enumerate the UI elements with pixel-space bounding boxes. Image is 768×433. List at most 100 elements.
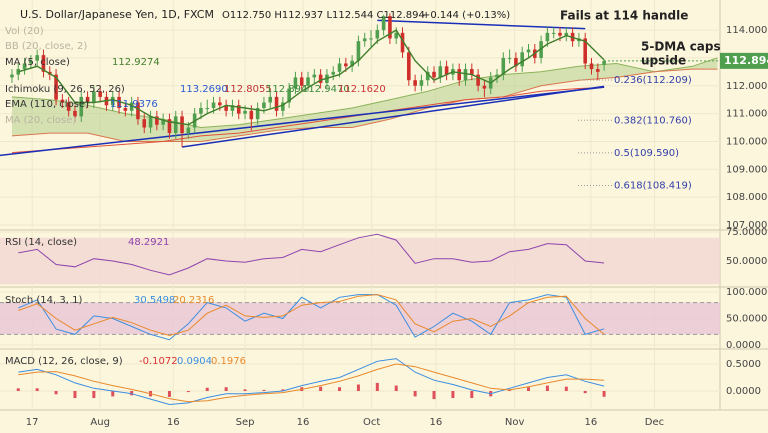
candle-body — [117, 96, 121, 109]
candle-body — [457, 69, 462, 81]
candle-body — [243, 110, 247, 114]
candle-body — [199, 108, 203, 114]
macd-histogram-bar — [54, 390, 58, 395]
ema-line — [11, 87, 605, 154]
candle-body — [545, 32, 550, 42]
stoch-line — [18, 294, 605, 341]
stoch-line — [18, 294, 605, 337]
last-price-label: 112.894 — [724, 54, 768, 67]
candle-body — [98, 91, 102, 97]
candle-body — [539, 41, 543, 58]
candle-body — [369, 38, 373, 40]
candle-body — [564, 32, 569, 36]
rsi-band — [0, 237, 720, 285]
candle-body — [470, 69, 474, 75]
candle-body — [186, 127, 191, 134]
legend-value: 112.9274 — [112, 57, 160, 68]
panel-title: Stoch (14, 3, 1) — [5, 295, 82, 306]
candle-body — [167, 119, 172, 134]
candle-body — [501, 57, 506, 75]
y-tick-label: 109.000 — [726, 164, 767, 175]
macd-histogram-bar — [394, 385, 398, 391]
candle-body — [495, 74, 499, 78]
x-tick-label: Sep — [236, 417, 255, 428]
legend-entry: BB (20, close, 2) — [5, 41, 87, 52]
candle-body — [79, 96, 84, 117]
panel-title: RSI (14, close) — [5, 237, 77, 248]
candle-body — [514, 57, 518, 67]
stoch-band — [0, 302, 720, 335]
legend-entry: MA (5, close) — [5, 57, 70, 68]
macd-histogram-bar — [432, 390, 436, 400]
candle-body — [249, 110, 254, 120]
candle-body — [407, 52, 411, 81]
y-tick-label: 50.0000 — [726, 314, 767, 325]
candle-body — [306, 77, 310, 86]
change-readout: +0.144 (+0.13%) — [422, 10, 510, 21]
grid — [0, 0, 768, 411]
candle-body — [344, 63, 348, 67]
candle-body — [123, 108, 128, 111]
legend-value: -0.1072 — [139, 356, 178, 367]
candle-body — [312, 74, 317, 78]
rsi-line — [18, 233, 605, 276]
candle-body — [110, 96, 115, 106]
macd-histogram-bar — [92, 390, 96, 399]
legend-entry: Ichimoku (9, 26, 52, 26) — [5, 84, 125, 95]
candle-body — [73, 110, 77, 117]
legend-value: 112.9470 — [302, 84, 350, 95]
x-tick-label: 17 — [26, 417, 39, 428]
last-price-tag — [720, 52, 768, 69]
candle-body — [262, 102, 266, 109]
macd-histogram-bar — [243, 389, 247, 391]
legend-entry: EMA (110, close) — [5, 99, 89, 110]
legend-entry: Vol (20) — [5, 26, 44, 37]
y-tick-label: 114.000 — [726, 25, 767, 36]
candle-body — [129, 102, 134, 111]
candle-body — [274, 96, 279, 111]
candle-body — [85, 96, 90, 103]
candle-body — [589, 63, 594, 70]
candle-body — [180, 116, 184, 134]
candle-body — [173, 116, 178, 134]
candle-body — [394, 32, 399, 39]
candle-body — [54, 74, 58, 100]
candle-body — [287, 88, 291, 103]
candle-body — [425, 71, 430, 81]
legend-value: 111.9376 — [110, 99, 158, 110]
y-tick-label: 108.000 — [726, 192, 767, 203]
y-tick-label: 100.0000 — [726, 287, 768, 298]
candle-body — [205, 108, 210, 110]
candle-body — [155, 116, 159, 125]
ohlc-readout: O112.750 H112.937 L112.544 C112.894 — [222, 10, 425, 21]
macd-histogram-bar — [413, 390, 417, 397]
candle-body — [444, 66, 449, 75]
legend-value: 0.0904 — [177, 356, 212, 367]
ma-line — [18, 29, 605, 126]
x-tick-label: 16 — [167, 417, 180, 428]
candle-body — [230, 105, 235, 111]
plot-area — [0, 13, 720, 406]
fib-label: 0.5(109.590) — [614, 148, 679, 159]
y-tick-label: 0.0000 — [726, 340, 761, 351]
candle-body — [255, 108, 260, 120]
macd-histogram-bar — [111, 390, 115, 397]
candle-body — [438, 66, 443, 78]
trendline — [0, 86, 605, 157]
candle-body — [161, 119, 165, 125]
macd-histogram-bar — [564, 386, 568, 391]
candle-body — [583, 38, 587, 64]
legend-value: 48.2921 — [128, 237, 169, 248]
x-tick-label: 16 — [297, 417, 310, 428]
candle-body — [419, 80, 424, 86]
x-tick-label: Aug — [90, 417, 110, 428]
candle-body — [29, 60, 33, 64]
fib-label: 0.382(110.760) — [614, 115, 692, 126]
fib-label: 0.236(112.209) — [614, 75, 692, 86]
macd-histogram-bar — [167, 390, 171, 397]
x-tick-label: Nov — [505, 417, 525, 428]
annotation: 5-DMA caps — [641, 40, 721, 54]
macd-histogram-bar — [319, 386, 323, 391]
candle-body — [41, 55, 46, 72]
